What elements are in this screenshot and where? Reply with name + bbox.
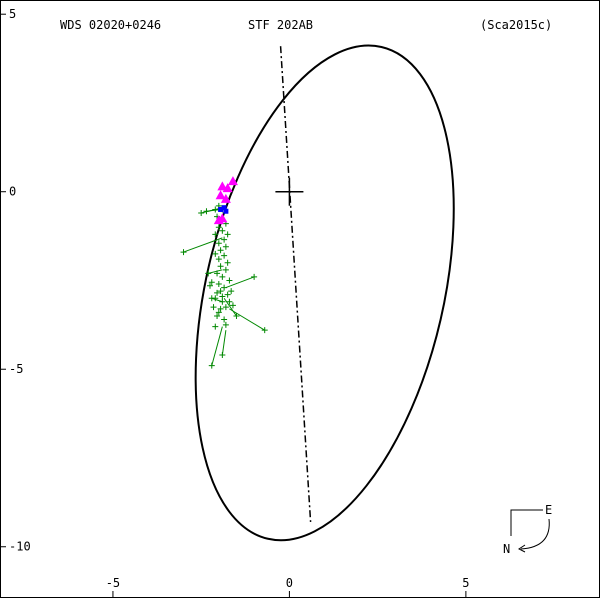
observation-point	[180, 249, 187, 256]
observation-point	[215, 281, 222, 288]
interferometric-points	[218, 205, 229, 214]
residual-segment	[221, 330, 227, 356]
observation-point	[212, 206, 219, 213]
x-tick-label: 5	[462, 576, 469, 590]
observation-point	[224, 259, 231, 266]
recent-point	[213, 215, 224, 225]
recent-point	[220, 193, 231, 203]
observation-point	[217, 247, 224, 254]
interferometric-point	[223, 208, 229, 214]
observation-point	[208, 295, 215, 302]
observation-point	[229, 302, 236, 309]
observation-point	[261, 327, 268, 334]
compass-rose: E N	[503, 503, 552, 556]
observation-point	[219, 352, 226, 359]
residual-lines	[183, 207, 265, 366]
compass-axes	[510, 509, 543, 536]
observation-point	[221, 284, 228, 291]
observation-point	[219, 273, 226, 280]
x-tick-label: 0	[286, 576, 293, 590]
recent-point	[227, 176, 238, 186]
observation-point	[215, 240, 222, 247]
residual-segment	[211, 326, 223, 366]
observation-point	[212, 250, 219, 257]
observation-point	[233, 312, 240, 319]
observation-point	[226, 277, 233, 284]
primary-star-marker	[275, 177, 304, 206]
observation-point	[210, 304, 217, 311]
observation-point	[219, 298, 226, 305]
observation-point	[226, 298, 233, 305]
compass-rotation-arrow	[520, 518, 550, 550]
observation-point	[214, 270, 221, 277]
observation-point	[203, 208, 210, 215]
compass-north-label: N	[503, 542, 510, 556]
observation-point	[212, 323, 219, 330]
y-tick-label: -5	[9, 362, 23, 376]
residual-segment	[208, 269, 223, 274]
orbit-ellipse	[194, 44, 455, 542]
observation-point	[205, 270, 212, 277]
observation-point	[222, 304, 229, 311]
observation-point	[212, 231, 219, 238]
pair-name-label: STF 202AB	[248, 18, 313, 32]
residual-segment	[229, 308, 265, 331]
observation-point	[214, 289, 221, 296]
observation-point	[215, 256, 222, 263]
y-tick-label: 5	[9, 7, 16, 21]
observation-point	[224, 291, 231, 298]
residual-segment	[223, 297, 237, 317]
observation-point	[217, 305, 224, 312]
line-of-nodes	[279, 46, 312, 522]
observation-point	[214, 312, 221, 319]
observation-point	[208, 362, 215, 369]
observation-point	[208, 279, 215, 286]
residual-segment	[183, 237, 223, 253]
observation-point	[217, 263, 224, 270]
recent-point	[215, 190, 226, 200]
observation-point	[198, 210, 205, 217]
observation-point	[215, 224, 222, 231]
observation-point	[221, 316, 228, 323]
observation-point	[251, 273, 258, 280]
observation-point	[219, 227, 226, 234]
observation-point	[222, 266, 229, 273]
observation-point	[221, 236, 228, 243]
observation-point	[221, 252, 228, 259]
observation-point	[222, 243, 229, 250]
observation-point	[215, 309, 222, 316]
interferometric-point	[221, 205, 227, 211]
y-axis-ticks: 5 0 -5 -10	[1, 7, 31, 554]
observation-point	[219, 293, 226, 300]
observation-point	[224, 231, 231, 238]
residual-segment	[225, 276, 255, 289]
observation-points	[180, 202, 268, 369]
compass-arrowhead	[518, 544, 526, 553]
y-tick-label: 0	[9, 185, 16, 199]
compass-east-label: E	[545, 503, 552, 517]
observation-point	[217, 288, 224, 295]
y-tick-label: -10	[9, 540, 31, 554]
x-tick-label: -5	[106, 576, 120, 590]
observation-point	[207, 282, 213, 289]
observation-point	[228, 288, 235, 295]
recent-point	[222, 183, 233, 193]
observation-point	[222, 321, 229, 328]
system-id-label: WDS 02020+0246	[60, 18, 161, 32]
recent-point	[217, 181, 228, 191]
reference-label: (Sca2015c)	[480, 18, 552, 32]
recent-points	[213, 176, 238, 225]
x-axis-ticks: -5 0 5	[106, 576, 469, 597]
residual-segment	[211, 297, 223, 303]
interferometric-point	[218, 206, 224, 212]
